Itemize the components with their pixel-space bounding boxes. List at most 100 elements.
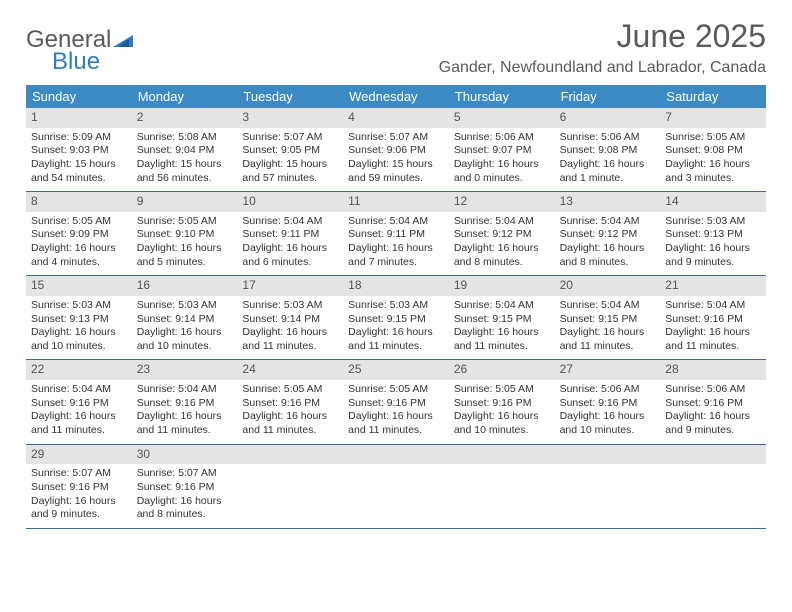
logo-word-2: Blue bbox=[52, 48, 100, 76]
day-body: Sunrise: 5:06 AMSunset: 9:07 PMDaylight:… bbox=[454, 131, 550, 186]
sunrise-line: Sunrise: 5:04 AM bbox=[348, 215, 444, 229]
day-cell: 6Sunrise: 5:06 AMSunset: 9:08 PMDaylight… bbox=[555, 108, 661, 191]
day-number bbox=[343, 445, 449, 464]
sunset-line: Sunset: 9:07 PM bbox=[454, 144, 550, 158]
day-cell: 4Sunrise: 5:07 AMSunset: 9:06 PMDaylight… bbox=[343, 108, 449, 191]
day-number: 13 bbox=[555, 192, 661, 212]
sunset-line: Sunset: 9:16 PM bbox=[31, 481, 127, 495]
daylight-line: and 11 minutes. bbox=[560, 340, 656, 354]
daylight-line: Daylight: 16 hours bbox=[665, 158, 761, 172]
daylight-line: Daylight: 15 hours bbox=[348, 158, 444, 172]
daylight-line: and 1 minute. bbox=[560, 172, 656, 186]
sunrise-line: Sunrise: 5:06 AM bbox=[454, 131, 550, 145]
daylight-line: Daylight: 16 hours bbox=[665, 242, 761, 256]
day-number: 18 bbox=[343, 276, 449, 296]
day-body: Sunrise: 5:09 AMSunset: 9:03 PMDaylight:… bbox=[31, 131, 127, 186]
day-number: 3 bbox=[237, 108, 343, 128]
sunrise-line: Sunrise: 5:04 AM bbox=[454, 215, 550, 229]
daylight-line: and 57 minutes. bbox=[242, 172, 338, 186]
day-body: Sunrise: 5:05 AMSunset: 9:08 PMDaylight:… bbox=[665, 131, 761, 186]
daylight-line: and 4 minutes. bbox=[31, 256, 127, 270]
day-body: Sunrise: 5:06 AMSunset: 9:16 PMDaylight:… bbox=[560, 383, 656, 438]
day-number: 16 bbox=[132, 276, 238, 296]
daylight-line: Daylight: 16 hours bbox=[560, 242, 656, 256]
daylight-line: and 3 minutes. bbox=[665, 172, 761, 186]
day-number: 20 bbox=[555, 276, 661, 296]
daylight-line: Daylight: 16 hours bbox=[454, 326, 550, 340]
weekday-sun: Sunday bbox=[26, 85, 132, 108]
sunrise-line: Sunrise: 5:03 AM bbox=[348, 299, 444, 313]
daylight-line: Daylight: 15 hours bbox=[242, 158, 338, 172]
sunrise-line: Sunrise: 5:04 AM bbox=[31, 383, 127, 397]
weekday-wed: Wednesday bbox=[343, 85, 449, 108]
daylight-line: and 10 minutes. bbox=[31, 340, 127, 354]
sunrise-line: Sunrise: 5:04 AM bbox=[454, 299, 550, 313]
sunset-line: Sunset: 9:06 PM bbox=[348, 144, 444, 158]
day-body: Sunrise: 5:03 AMSunset: 9:15 PMDaylight:… bbox=[348, 299, 444, 354]
day-number: 22 bbox=[26, 360, 132, 380]
daylight-line: Daylight: 16 hours bbox=[454, 242, 550, 256]
day-number: 14 bbox=[660, 192, 766, 212]
sunset-line: Sunset: 9:16 PM bbox=[31, 397, 127, 411]
sunrise-line: Sunrise: 5:03 AM bbox=[137, 299, 233, 313]
day-cell: 7Sunrise: 5:05 AMSunset: 9:08 PMDaylight… bbox=[660, 108, 766, 191]
sunset-line: Sunset: 9:16 PM bbox=[560, 397, 656, 411]
sunrise-line: Sunrise: 5:04 AM bbox=[665, 299, 761, 313]
day-cell bbox=[449, 445, 555, 528]
daylight-line: Daylight: 16 hours bbox=[31, 495, 127, 509]
weekday-header: Sunday Monday Tuesday Wednesday Thursday… bbox=[26, 85, 766, 108]
month-title: June 2025 bbox=[617, 18, 766, 55]
day-number: 30 bbox=[132, 445, 238, 465]
sunrise-line: Sunrise: 5:04 AM bbox=[560, 299, 656, 313]
sunset-line: Sunset: 9:15 PM bbox=[454, 313, 550, 327]
daylight-line: and 11 minutes. bbox=[137, 424, 233, 438]
day-cell: 20 Sunrise: 5:04 AMSunset: 9:15 PMDayligh… bbox=[555, 276, 661, 359]
day-number: 12 bbox=[449, 192, 555, 212]
day-body: Sunrise: 5:04 AMSunset: 9:16 PMDaylight:… bbox=[665, 299, 761, 354]
daylight-line: and 11 minutes. bbox=[242, 424, 338, 438]
daylight-line: Daylight: 15 hours bbox=[31, 158, 127, 172]
sunset-line: Sunset: 9:09 PM bbox=[31, 228, 127, 242]
sunrise-line: Sunrise: 5:05 AM bbox=[665, 131, 761, 145]
day-body: Sunrise: 5:04 AMSunset: 9:16 PMDaylight:… bbox=[137, 383, 233, 438]
day-cell: 14 Sunrise: 5:03 AMSunset: 9:13 PMDayligh… bbox=[660, 192, 766, 275]
daylight-line: Daylight: 16 hours bbox=[348, 326, 444, 340]
daylight-line: Daylight: 16 hours bbox=[242, 242, 338, 256]
calendar-week: 22Sunrise: 5:04 AMSunset: 9:16 PMDayligh… bbox=[26, 360, 766, 444]
sunrise-line: Sunrise: 5:07 AM bbox=[31, 467, 127, 481]
daylight-line: and 8 minutes. bbox=[137, 508, 233, 522]
sunset-line: Sunset: 9:11 PM bbox=[348, 228, 444, 242]
sunrise-line: Sunrise: 5:06 AM bbox=[560, 383, 656, 397]
daylight-line: Daylight: 16 hours bbox=[348, 410, 444, 424]
day-cell: 5Sunrise: 5:06 AMSunset: 9:07 PMDaylight… bbox=[449, 108, 555, 191]
sunset-line: Sunset: 9:10 PM bbox=[137, 228, 233, 242]
calendar-page: General June 2025 Blue Gander, Newfoundl… bbox=[0, 0, 792, 547]
day-number: 6 bbox=[555, 108, 661, 128]
sunrise-line: Sunrise: 5:03 AM bbox=[31, 299, 127, 313]
daylight-line: and 11 minutes. bbox=[454, 340, 550, 354]
daylight-line: and 11 minutes. bbox=[31, 424, 127, 438]
sunrise-line: Sunrise: 5:05 AM bbox=[348, 383, 444, 397]
day-number: 29 bbox=[26, 445, 132, 465]
day-body: Sunrise: 5:04 AMSunset: 9:15 PMDaylight:… bbox=[560, 299, 656, 354]
day-cell: 28Sunrise: 5:06 AMSunset: 9:16 PMDayligh… bbox=[660, 360, 766, 443]
daylight-line: and 10 minutes. bbox=[560, 424, 656, 438]
day-cell: 10Sunrise: 5:04 AMSunset: 9:11 PMDayligh… bbox=[237, 192, 343, 275]
day-body: Sunrise: 5:04 AMSunset: 9:11 PMDaylight:… bbox=[242, 215, 338, 270]
day-body: Sunrise: 5:03 AMSunset: 9:14 PMDaylight:… bbox=[242, 299, 338, 354]
calendar-week: 29Sunrise: 5:07 AMSunset: 9:16 PMDayligh… bbox=[26, 445, 766, 529]
sunset-line: Sunset: 9:16 PM bbox=[137, 481, 233, 495]
sunset-line: Sunset: 9:16 PM bbox=[454, 397, 550, 411]
day-body: Sunrise: 5:03 AMSunset: 9:13 PMDaylight:… bbox=[665, 215, 761, 270]
weekday-fri: Friday bbox=[555, 85, 661, 108]
daylight-line: and 0 minutes. bbox=[454, 172, 550, 186]
day-number: 15 bbox=[26, 276, 132, 296]
day-body: Sunrise: 5:05 AMSunset: 9:09 PMDaylight:… bbox=[31, 215, 127, 270]
day-body: Sunrise: 5:04 AMSunset: 9:15 PMDaylight:… bbox=[454, 299, 550, 354]
calendar-week: 8Sunrise: 5:05 AMSunset: 9:09 PMDaylight… bbox=[26, 192, 766, 276]
sunset-line: Sunset: 9:04 PM bbox=[137, 144, 233, 158]
daylight-line: Daylight: 16 hours bbox=[137, 326, 233, 340]
daylight-line: and 11 minutes. bbox=[348, 340, 444, 354]
day-number bbox=[660, 445, 766, 464]
sunrise-line: Sunrise: 5:04 AM bbox=[242, 215, 338, 229]
